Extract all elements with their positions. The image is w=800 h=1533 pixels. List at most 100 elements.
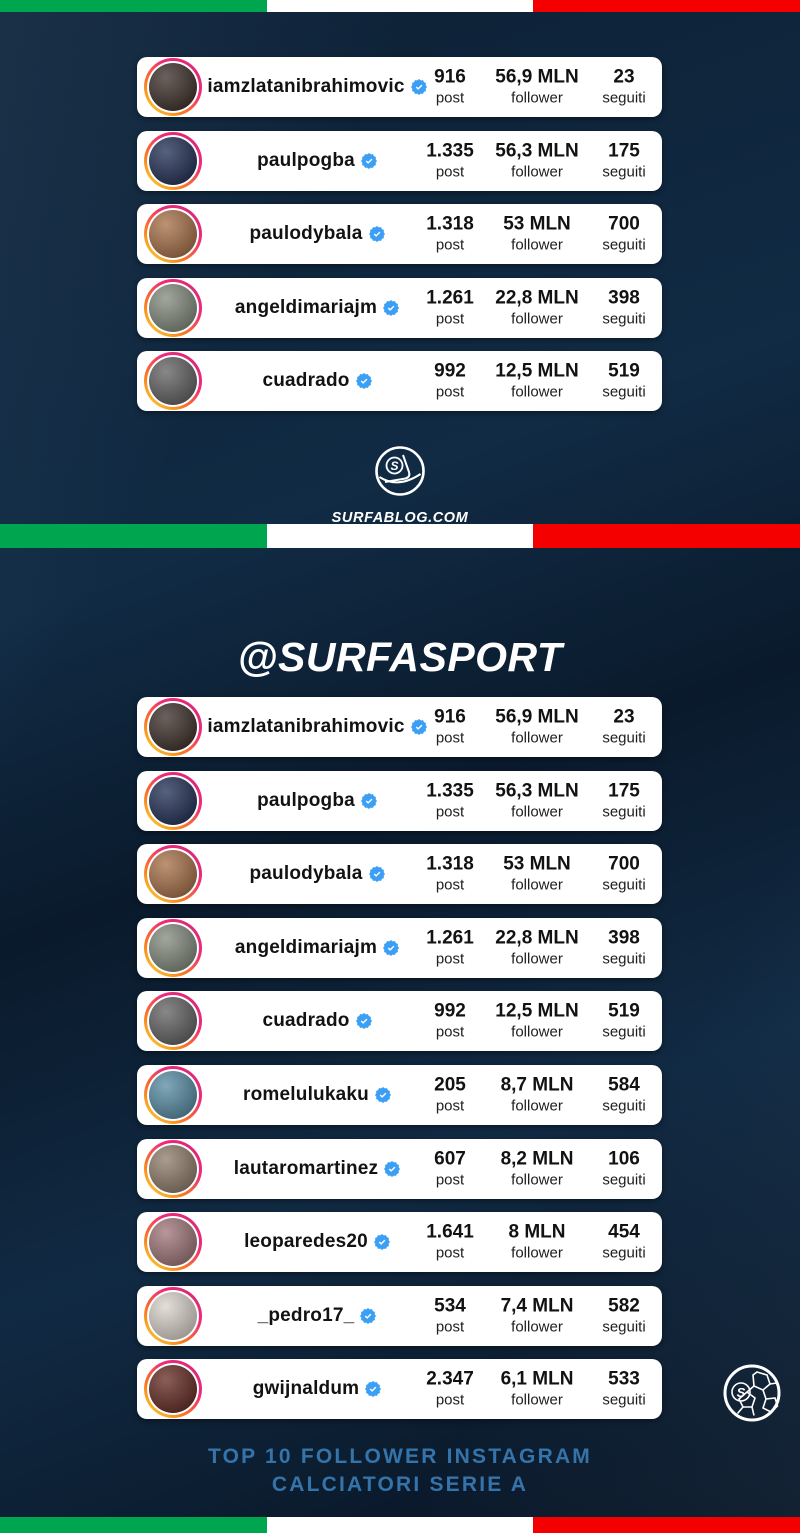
following-label: seguiti (602, 729, 646, 747)
following-value: 175 (608, 140, 640, 161)
following-stat: 519 seguiti (602, 1001, 645, 1042)
posts-stat: 1.641 post (426, 1222, 474, 1263)
followers-value: 8,2 MLN (500, 1148, 574, 1170)
italian-flag-stripe-middle (0, 524, 800, 548)
followers-value: 22,8 MLN (495, 287, 579, 308)
avatar (149, 1070, 197, 1119)
username: angeldimariajm (234, 296, 378, 318)
followers-label: follower (511, 1023, 563, 1041)
followers-label: follower (511, 1318, 563, 1336)
posts-value: 1.641 (426, 1221, 474, 1243)
following-label: seguiti (602, 1023, 646, 1041)
verified-badge-icon (355, 373, 372, 389)
followers-label: follower (511, 1097, 563, 1115)
username: angeldimariajm (234, 936, 378, 958)
player-row: paulpogba 1.335 post 56,3 MLN follower 175… (137, 770, 662, 831)
posts-stat: 2.347 post (426, 1369, 474, 1410)
flag-green-band (0, 524, 267, 548)
username: romelulukaku (243, 1083, 369, 1105)
following-value: 519 (608, 1000, 640, 1022)
avatar-ring (144, 845, 202, 904)
username-area: iamzlatanibrahimovic (207, 57, 427, 117)
avatar (149, 1365, 197, 1414)
username: paulodybala (249, 223, 363, 244)
username: paulpogba (257, 149, 355, 171)
player-row: angeldimariajm 1.261 post 22,8 MLN followe… (137, 917, 662, 978)
posts-stat: 992 post (434, 361, 466, 402)
posts-label: post (435, 1097, 465, 1115)
avatar (149, 1218, 197, 1267)
following-value: 398 (608, 287, 640, 308)
following-label: seguiti (602, 950, 646, 968)
followers-stat: 22,8 MLN follower (495, 927, 578, 968)
avatar (149, 1291, 197, 1340)
following-label: seguiti (602, 163, 646, 180)
username-area: romelulukaku (215, 1065, 419, 1125)
posts-label: post (435, 89, 465, 107)
followers-value: 56,9 MLN (495, 66, 579, 88)
avatar (149, 136, 197, 185)
username-area: lautaromartinez (215, 1139, 419, 1199)
following-label: seguiti (602, 236, 646, 254)
following-stat: 533 seguiti (602, 1369, 645, 1410)
posts-stat: 1.318 post (426, 854, 474, 895)
flag-red-band (533, 524, 800, 548)
verified-badge-icon (365, 1381, 382, 1398)
following-value: 175 (608, 780, 640, 802)
followers-stat: 6,1 MLN follower (501, 1369, 574, 1410)
posts-label: post (435, 1318, 465, 1336)
posts-stat: 1.261 post (426, 287, 474, 328)
followers-label: follower (511, 876, 563, 894)
followers-stat: 53 MLN follower (503, 214, 571, 255)
avatar-ring (144, 205, 202, 263)
avatar-ring (144, 131, 202, 190)
posts-label: post (435, 876, 465, 894)
following-label: seguiti (602, 89, 646, 107)
posts-stat: 205 post (434, 1074, 466, 1115)
username-area: _pedro17_ (215, 1286, 419, 1346)
posts-value: 1.261 (426, 927, 474, 949)
following-value: 519 (608, 360, 640, 382)
username: paulodybala (249, 863, 363, 885)
posts-value: 205 (434, 1074, 466, 1096)
following-stat: 519 seguiti (602, 361, 645, 402)
following-stat: 582 seguiti (602, 1295, 645, 1336)
username-area: paulodybala (215, 844, 419, 904)
followers-label: follower (511, 236, 563, 254)
following-label: seguiti (602, 383, 646, 401)
following-label: seguiti (602, 1171, 646, 1189)
following-value: 582 (608, 1295, 640, 1317)
avatar-ring (144, 1213, 202, 1272)
verified-badge-icon (368, 226, 385, 242)
username: cuadrado (262, 1010, 350, 1032)
followers-label: follower (511, 1391, 563, 1409)
username: leoparedes20 (244, 1231, 368, 1253)
following-value: 398 (608, 927, 640, 949)
verified-badge-icon (355, 1013, 372, 1030)
username-area: paulpogba (215, 771, 419, 831)
avatar-ring (144, 918, 202, 977)
username-area: paulpogba (215, 131, 419, 191)
avatar (149, 63, 197, 111)
following-label: seguiti (602, 1318, 646, 1336)
followers-value: 56,9 MLN (495, 706, 579, 728)
username: paulpogba (257, 789, 355, 811)
flag-red-band (533, 0, 800, 12)
verified-badge-icon (410, 719, 427, 735)
followers-label: follower (511, 1171, 563, 1189)
verified-badge-icon (360, 1307, 377, 1324)
avatar (149, 357, 197, 405)
verified-badge-icon (383, 939, 400, 956)
verified-badge-icon (384, 1160, 401, 1177)
posts-value: 2.347 (426, 1368, 474, 1390)
username-area: gwijnaldum (215, 1359, 419, 1419)
flag-green-band (0, 0, 267, 12)
following-label: seguiti (602, 1391, 646, 1409)
verified-badge-icon (368, 866, 385, 883)
following-stat: 175 seguiti (602, 140, 645, 181)
avatar-ring (144, 992, 202, 1051)
italian-flag-stripe-top (0, 0, 800, 12)
flag-white-band (266, 0, 534, 12)
followers-stat: 56,3 MLN follower (495, 140, 578, 181)
avatar-ring (144, 352, 202, 410)
